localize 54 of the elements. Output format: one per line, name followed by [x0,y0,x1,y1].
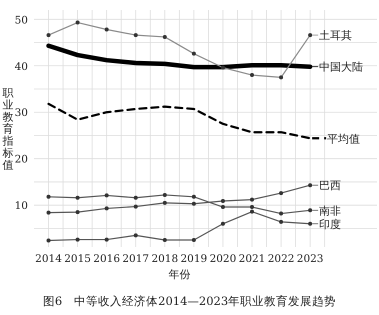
point [250,210,254,214]
point [192,194,196,199]
point [104,206,109,210]
legend-label: 平均值 [327,132,360,146]
text: 图6 中等收入经济体2014—2023年职业教育发展趋势 [42,294,336,308]
point [220,222,225,226]
point [76,210,80,214]
point [308,222,312,226]
x-axis-title: 年份 [168,268,190,281]
y-tick-label: 40 [14,60,28,73]
x-tick-label: 2019 [180,253,208,265]
point [46,210,51,215]
point [279,212,284,216]
point [250,205,254,210]
x-tick-label: 2016 [93,253,120,265]
y-tick-label: 30 [14,107,28,120]
point [76,196,80,200]
x-tick-label: 2022 [268,253,294,265]
y-axis-title: 职业教育指标值 [2,86,14,172]
point [46,194,51,199]
x-tick-label: 2017 [122,253,150,265]
legend-label: 巴西 [319,179,342,192]
point [134,233,138,238]
x-tick-label: 2014 [35,253,62,265]
point [192,202,196,206]
point [220,205,225,210]
point [162,200,167,205]
x-tick-label: 2018 [151,253,178,265]
point [279,220,284,224]
point [76,238,80,242]
point [134,204,138,209]
point [308,183,312,188]
point [279,191,284,196]
point [308,208,312,212]
point [104,238,109,242]
y-tick-label: 20 [14,154,28,166]
point [162,192,167,197]
x-tick-label: 2023 [296,253,324,265]
x-tick-label: 2021 [238,253,266,265]
point [250,198,254,202]
point [46,238,51,242]
legend-label: 印度 [319,218,342,231]
x-tick-label: 2015 [64,253,91,265]
point [220,198,225,203]
point [192,238,196,242]
x-tick-label: 2020 [210,253,236,265]
legend-label: 中国大陆 [319,60,364,74]
point [104,193,109,198]
legend-label: 南非 [319,204,342,218]
point [162,238,167,242]
y-tick-label: 50 [14,14,28,26]
y-tick-label: 10 [14,200,28,212]
point [134,196,138,200]
legend-label: 土耳其 [319,29,352,42]
